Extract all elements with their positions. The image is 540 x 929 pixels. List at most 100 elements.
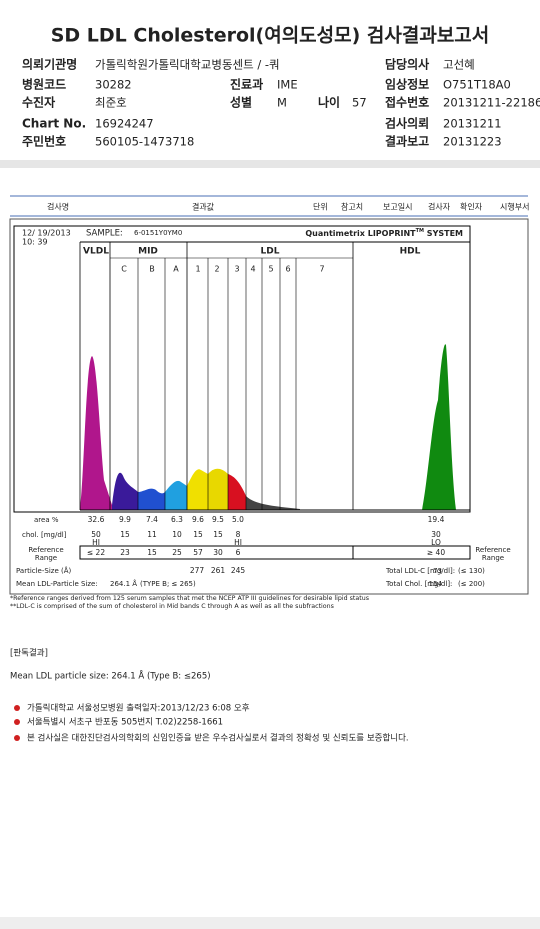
info-label: Chart No. xyxy=(22,117,86,131)
row-label: chol. [mg/dl] xyxy=(22,531,67,539)
reference-value: 30 xyxy=(213,548,223,557)
column-header: 단위 xyxy=(313,202,328,212)
chol-value: 10 xyxy=(172,530,182,539)
footnote: **LDL-C is comprised of the sum of chole… xyxy=(10,603,334,610)
note: 가톨릭대학교 서울성모병원 출력일자:2013/12/23 6:08 오후 xyxy=(27,703,250,714)
reference-value: 25 xyxy=(172,548,182,557)
info-label: 결과보고 xyxy=(385,134,429,149)
column-header: 시행부서 xyxy=(500,202,529,212)
total-label: Total LDL-C [mg/dl]: xyxy=(385,567,455,575)
note: 서울특별시 서초구 반포동 505번지 T.02)2258-1661 xyxy=(27,717,223,728)
reference-value: 57 xyxy=(193,548,203,557)
row-label: Range xyxy=(482,554,504,562)
info-label: 병원코드 xyxy=(22,77,66,92)
group-label: VLDL xyxy=(83,247,109,257)
band-label: 6 xyxy=(285,265,290,274)
area-value: 9.9 xyxy=(119,515,131,524)
group-label: HDL xyxy=(400,247,421,257)
chol-value: 15 xyxy=(193,530,203,539)
time: 10: 39 xyxy=(22,238,48,247)
info-label: 접수번호 xyxy=(385,95,429,110)
date: 12/ 19/2013 xyxy=(22,229,71,238)
area-value: 9.6 xyxy=(192,515,204,524)
row-label: Mean LDL-Particle Size: xyxy=(16,580,98,588)
total-range: (≤ 130) xyxy=(458,567,485,575)
total-range: (≤ 200) xyxy=(458,580,485,588)
info-value: 고선혜 xyxy=(443,58,475,72)
column-header: 확인자 xyxy=(460,202,483,212)
chol-value: 30 xyxy=(431,530,441,539)
brand-part: Quantimetrix LIPOPRINT xyxy=(305,229,416,238)
total-value: 154 xyxy=(429,580,443,588)
row-label: area % xyxy=(34,516,59,524)
area-value: 5.0 xyxy=(232,515,244,524)
info-value: 20131223 xyxy=(443,135,502,149)
note: 본 검사실은 대한진단검사의학회의 신임인증을 받은 우수검사실로서 결과의 정… xyxy=(27,733,409,744)
row-label: Range xyxy=(35,554,57,562)
footnote: *Reference ranges derived from 125 serum… xyxy=(10,595,369,602)
info-value: M xyxy=(277,96,287,110)
column-header: 결과값 xyxy=(192,202,215,212)
bullets xyxy=(14,705,20,741)
area-value: 6.3 xyxy=(171,515,183,524)
info-value: 최준호 xyxy=(95,96,127,110)
mean-type: (TYPE B; ≤ 265) xyxy=(140,580,196,588)
chol-flag: HI xyxy=(234,538,242,547)
total-label: Total Chol. [mg/dl]: xyxy=(385,580,452,588)
footer-band xyxy=(0,917,540,929)
reference-value: ≤ 22 xyxy=(87,548,105,557)
chol-flag: HI xyxy=(92,538,100,547)
info-label: 의뢰기관명 xyxy=(22,57,77,72)
info-value: IME xyxy=(277,78,298,92)
mean-size: 264.1 Å xyxy=(110,579,137,588)
info-value: 16924247 xyxy=(95,117,154,131)
info-label: 수진자 xyxy=(22,95,55,110)
column-header: 검사명 xyxy=(47,202,69,212)
reference-value: 23 xyxy=(120,548,130,557)
interpretation-heading: [판독결과] xyxy=(10,648,48,659)
band-label: C xyxy=(121,265,127,274)
band-label: B xyxy=(149,265,155,274)
sample-id: 6-0151Y0YM0 xyxy=(134,229,182,237)
chol-value: 15 xyxy=(213,530,223,539)
area-value: 9.5 xyxy=(212,515,224,524)
info-value: 57 xyxy=(352,96,367,110)
column-header: 보고일시 xyxy=(383,203,412,212)
info-value: O751T18A0 xyxy=(443,78,511,92)
info-value: 20131211-22186 xyxy=(443,96,540,110)
particle-size: 245 xyxy=(231,566,246,575)
band-label: 2 xyxy=(214,265,219,274)
area-value: 19.4 xyxy=(428,515,445,524)
info-value: 20131211 xyxy=(443,117,502,131)
total-value: 73 xyxy=(433,567,442,575)
info-label: 주민번호 xyxy=(22,134,66,149)
trace xyxy=(80,344,470,511)
sample-label: SAMPLE: xyxy=(86,229,123,239)
ref-box xyxy=(352,545,471,560)
reference-value: 15 xyxy=(147,548,157,557)
title: SD LDL Cholesterol(여의도성모) 검사결과보고서 xyxy=(51,25,490,47)
info-label: 나이 xyxy=(318,95,340,110)
chol-value: 11 xyxy=(147,530,157,539)
graph-box xyxy=(13,225,471,513)
group-label: MID xyxy=(138,247,158,257)
info-label: 진료과 xyxy=(230,77,263,92)
chol-flag: LO xyxy=(431,538,441,547)
row-label: Reference xyxy=(28,546,63,554)
row-label: Particle-Size (Å) xyxy=(16,566,72,575)
info-label: 검사의뢰 xyxy=(385,116,429,131)
area-value: 32.6 xyxy=(88,515,105,524)
separator xyxy=(0,160,540,168)
brand-part: SYSTEM xyxy=(424,229,463,238)
info-label: 성별 xyxy=(230,95,252,110)
reference-value: ≥ 40 xyxy=(427,548,445,557)
area-value: 7.4 xyxy=(146,515,158,524)
info-label: 임상정보 xyxy=(385,77,429,92)
band-label: 5 xyxy=(268,265,273,274)
lipoprint-frame xyxy=(9,218,529,595)
chol-value: 15 xyxy=(120,530,130,539)
chol-value: 50 xyxy=(91,530,101,539)
brand-part: TM xyxy=(416,228,424,234)
